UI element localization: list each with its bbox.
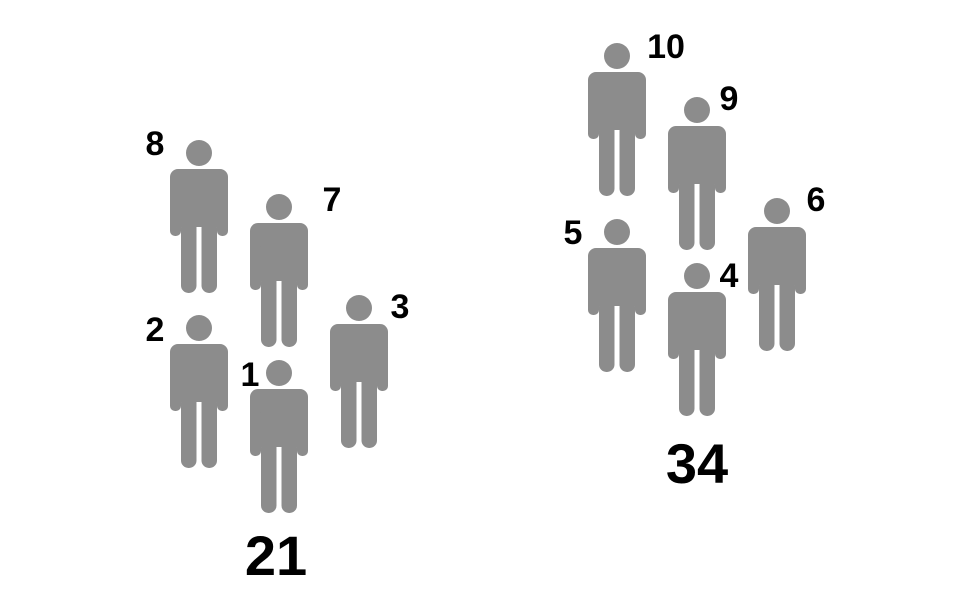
person-7: 7 xyxy=(250,181,341,347)
person-number-label: 6 xyxy=(807,181,826,219)
group-a: 8 7 3 2 1 21 xyxy=(146,125,410,587)
person-3: 3 xyxy=(330,288,409,448)
person-number-label: 1 xyxy=(241,356,260,394)
person-icon xyxy=(588,43,646,196)
group-total-label: 34 xyxy=(666,432,728,495)
person-1: 1 xyxy=(241,356,308,513)
person-icon xyxy=(748,198,806,351)
person-icon xyxy=(668,97,726,250)
person-5: 5 xyxy=(564,214,646,372)
person-number-label: 2 xyxy=(146,311,165,349)
person-number-label: 3 xyxy=(391,288,410,326)
person-number-label: 5 xyxy=(564,214,583,252)
person-8: 8 xyxy=(146,125,228,293)
group-total-label: 21 xyxy=(245,524,307,587)
person-6: 6 xyxy=(748,181,825,351)
person-number-label: 4 xyxy=(720,257,739,295)
person-icon xyxy=(250,194,308,347)
person-4: 4 xyxy=(668,257,739,416)
person-icon xyxy=(588,219,646,372)
person-icon xyxy=(668,263,726,416)
person-number-label: 7 xyxy=(323,181,342,219)
person-icon xyxy=(330,295,388,448)
person-icon xyxy=(170,315,228,468)
person-icon xyxy=(170,140,228,293)
person-10: 10 xyxy=(588,28,685,196)
person-number-label: 10 xyxy=(647,28,685,66)
person-9: 9 xyxy=(668,80,738,250)
person-number-label: 8 xyxy=(146,125,165,163)
person-2: 2 xyxy=(146,311,228,468)
group-b: 10 9 6 5 4 34 xyxy=(564,28,826,495)
person-number-label: 9 xyxy=(720,80,739,118)
